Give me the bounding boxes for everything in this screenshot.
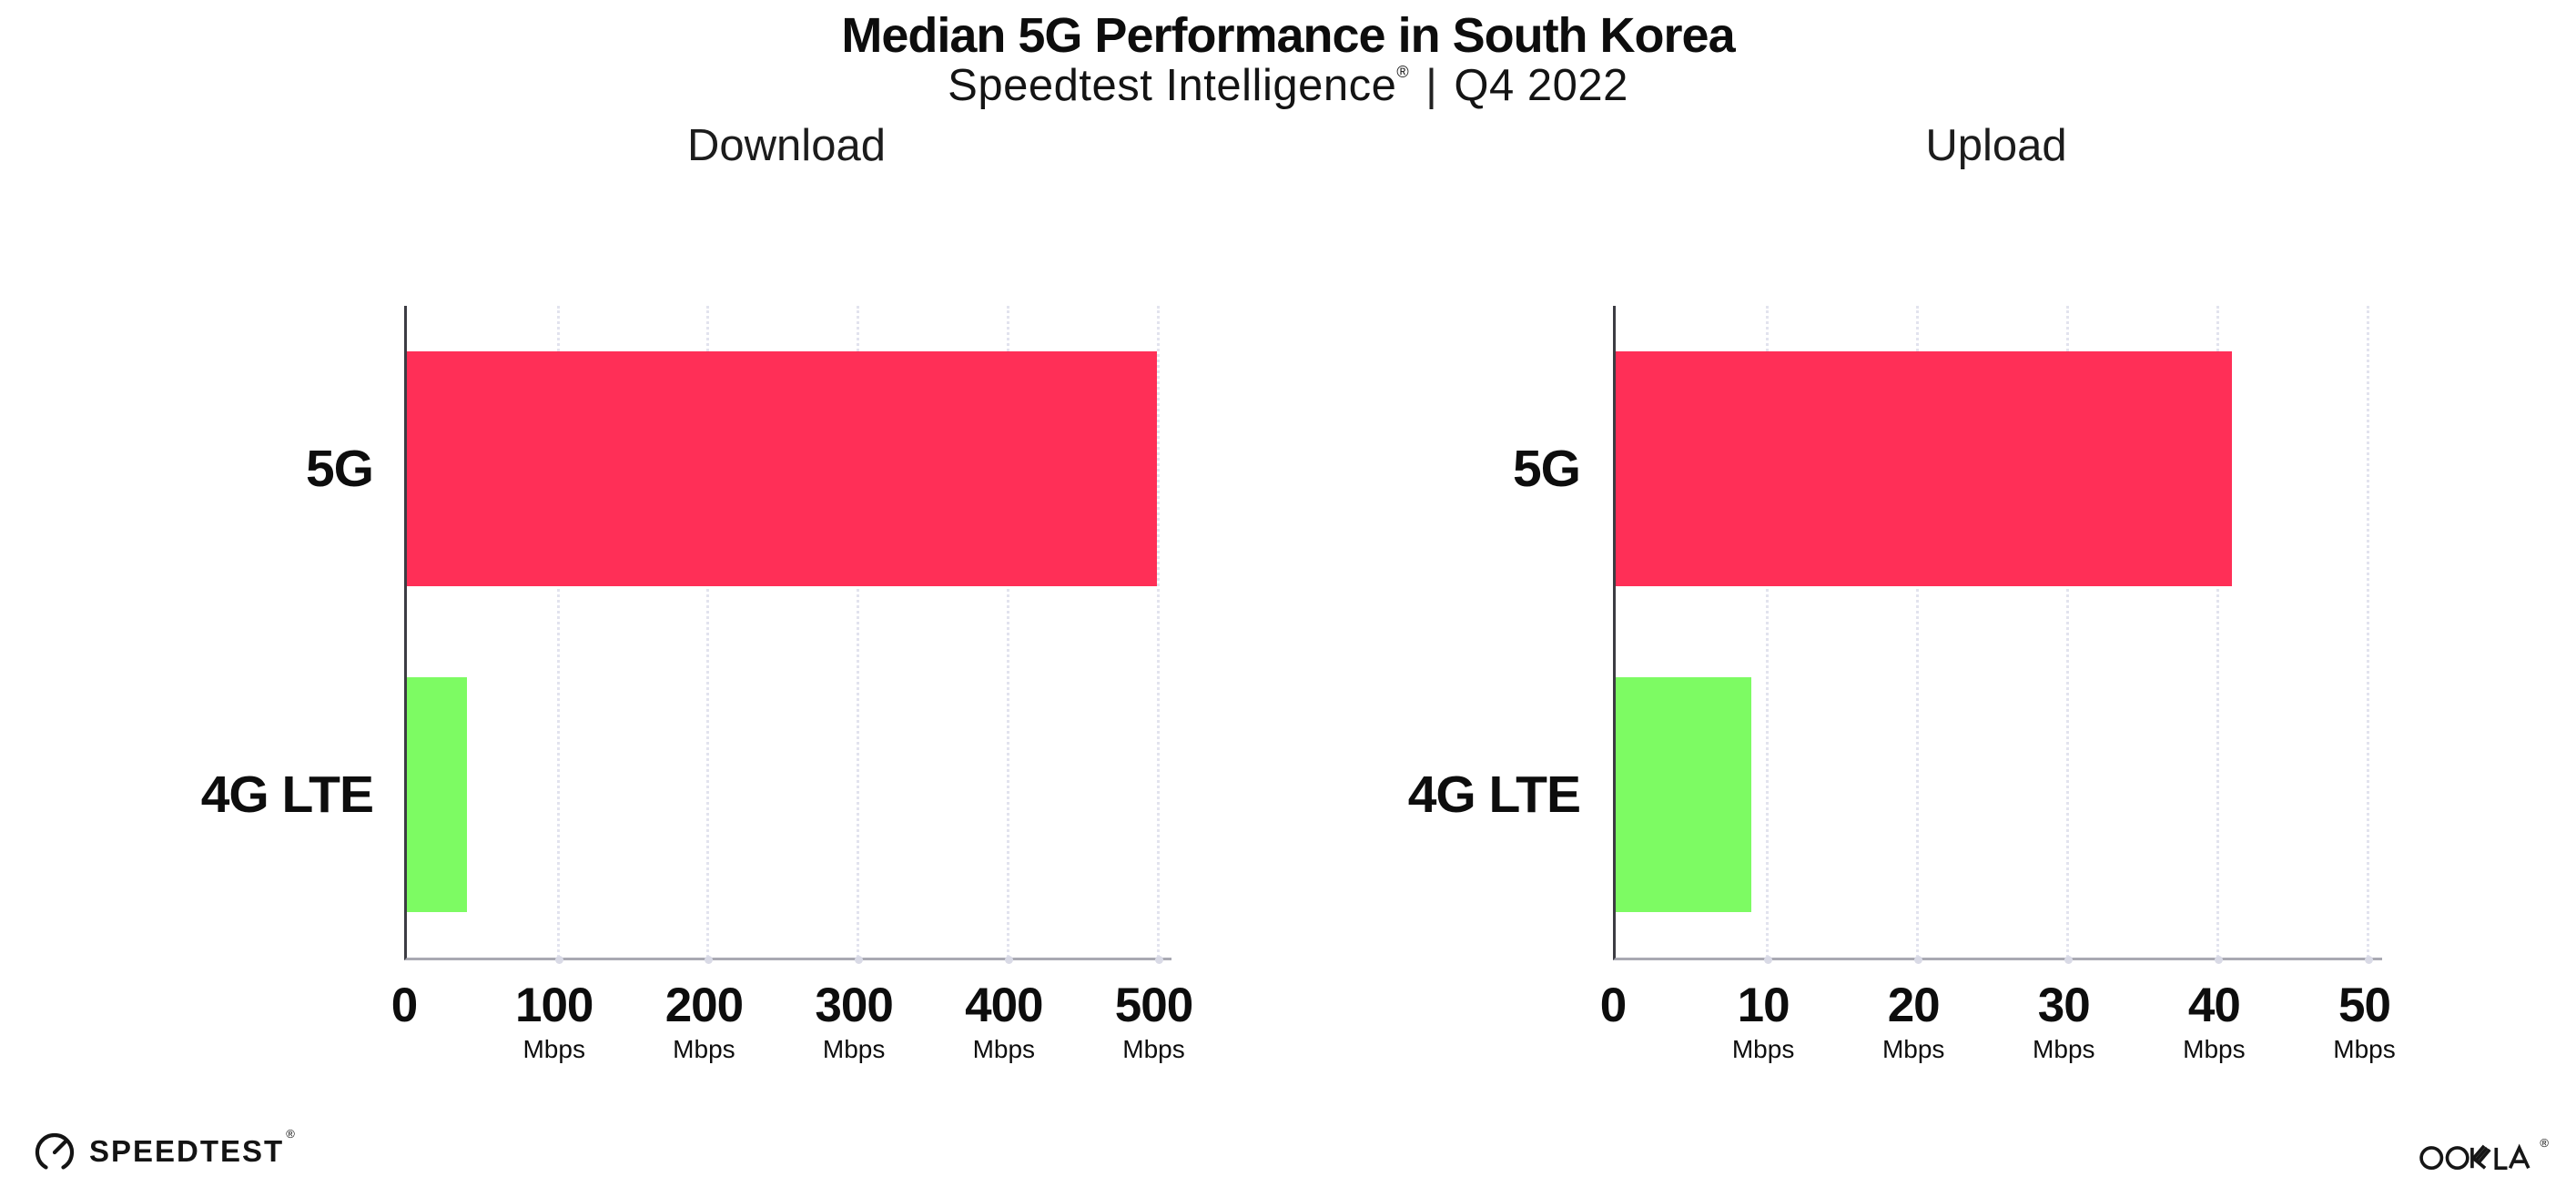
gridline-300: [855, 306, 864, 964]
x-tick-value: 50: [2338, 979, 2391, 1032]
x-tick-value: 40: [2187, 979, 2241, 1032]
download-plot-area: [404, 306, 1171, 964]
gridline-200: [705, 306, 714, 964]
subtitle-product: Speedtest Intelligence: [948, 61, 1397, 110]
x-tick-0: 0: [1599, 979, 1628, 1032]
registered-mark: ®: [1396, 63, 1410, 81]
x-tick-300: 300 Mbps: [815, 979, 893, 1063]
x-tick-20: 20 Mbps: [1882, 981, 1944, 1062]
x-tick-10: 10 Mbps: [1732, 981, 1794, 1062]
upload-plot-area: [1613, 306, 2382, 964]
x-tick-40: 40 Mbps: [2183, 981, 2245, 1062]
ookla-wordmark-icon: [2419, 1143, 2530, 1171]
bar-4g-lte: [1616, 677, 1751, 912]
category-label-4g-lte: 4G LTE: [1407, 766, 1581, 824]
speedtest-logo: SPEEDTEST®: [33, 1127, 295, 1174]
bar-4g-lte: [407, 677, 467, 912]
subtitle-period: Q4 2022: [1454, 61, 1628, 110]
download-x-axis: 0 100 Mbps 200 Mbps 300 Mbps 400 Mbps 500 Mbps: [391, 979, 1193, 1090]
category-label-4g-lte: 4G LTE: [200, 766, 374, 824]
category-label-5g: 5G: [1512, 440, 1581, 498]
upload-x-axis: 0 10 Mbps 20 Mbps 30 Mbps 40 Mbps 50 Mbps: [1600, 981, 2396, 1090]
x-tick-unit: Mbps: [522, 1035, 585, 1063]
speedtest-registered-mark: ®: [286, 1127, 295, 1141]
download-chart-title: Download: [687, 121, 886, 170]
x-tick-30: 30 Mbps: [2033, 981, 2094, 1062]
bar-5g: [1616, 351, 2232, 586]
x-tick-unit: Mbps: [822, 1035, 886, 1063]
gridline-100: [554, 306, 563, 964]
gridline-40: [2215, 306, 2224, 964]
x-tick-200: 200 Mbps: [664, 979, 744, 1063]
ookla-registered-mark: ®: [2540, 1136, 2549, 1150]
x-tick-unit: Mbps: [673, 1035, 735, 1063]
x-tick-value: 200: [664, 979, 744, 1032]
x-tick-unit: Mbps: [1881, 1035, 1945, 1063]
download-category-labels: 5G 4G LTE: [118, 306, 391, 958]
x-tick-50: 50 Mbps: [2333, 981, 2395, 1062]
category-label-5g: 5G: [305, 440, 374, 498]
x-tick-value: 500: [1114, 979, 1193, 1032]
gridline-30: [2064, 306, 2074, 964]
x-tick-value: 300: [815, 979, 893, 1032]
x-tick-unit: Mbps: [1731, 1035, 1795, 1063]
page-title: Median 5G Performance in South Korea: [841, 8, 1735, 63]
x-tick-value: 10: [1737, 979, 1790, 1032]
speedtest-gauge-icon: [35, 1132, 75, 1170]
x-tick-500: 500 Mbps: [1114, 979, 1193, 1063]
upload-category-labels: 5G 4G LTE: [1325, 306, 1598, 958]
x-tick-0: 0: [390, 979, 419, 1032]
x-tick-value: 30: [2037, 979, 2091, 1032]
x-tick-value: 0: [390, 979, 419, 1032]
ookla-logo: ®: [2418, 1134, 2549, 1174]
x-tick-400: 400 Mbps: [965, 979, 1043, 1063]
x-tick-unit: Mbps: [2183, 1035, 2246, 1063]
gridline-400: [1004, 306, 1013, 964]
x-tick-value: 0: [1599, 979, 1628, 1032]
speedtest-wordmark: SPEEDTEST: [89, 1134, 285, 1168]
upload-chart-title: Upload: [1925, 121, 2067, 170]
x-tick-unit: Mbps: [2333, 1035, 2396, 1063]
gridline-500: [1154, 306, 1163, 964]
subtitle-separator: |: [1425, 61, 1438, 110]
x-tick-value: 400: [965, 979, 1043, 1032]
x-tick-100: 100 Mbps: [515, 981, 593, 1062]
x-tick-unit: Mbps: [972, 1035, 1036, 1063]
gridline-10: [1764, 306, 1773, 964]
page-subtitle: Speedtest Intelligence® | Q4 2022: [0, 60, 2576, 111]
x-tick-value: 100: [514, 979, 593, 1032]
gridline-50: [2365, 306, 2374, 964]
x-tick-value: 20: [1887, 979, 1941, 1032]
bar-5g: [407, 351, 1157, 586]
x-tick-unit: Mbps: [2033, 1035, 2095, 1063]
gridline-20: [1914, 306, 1923, 964]
x-tick-unit: Mbps: [1122, 1035, 1185, 1063]
